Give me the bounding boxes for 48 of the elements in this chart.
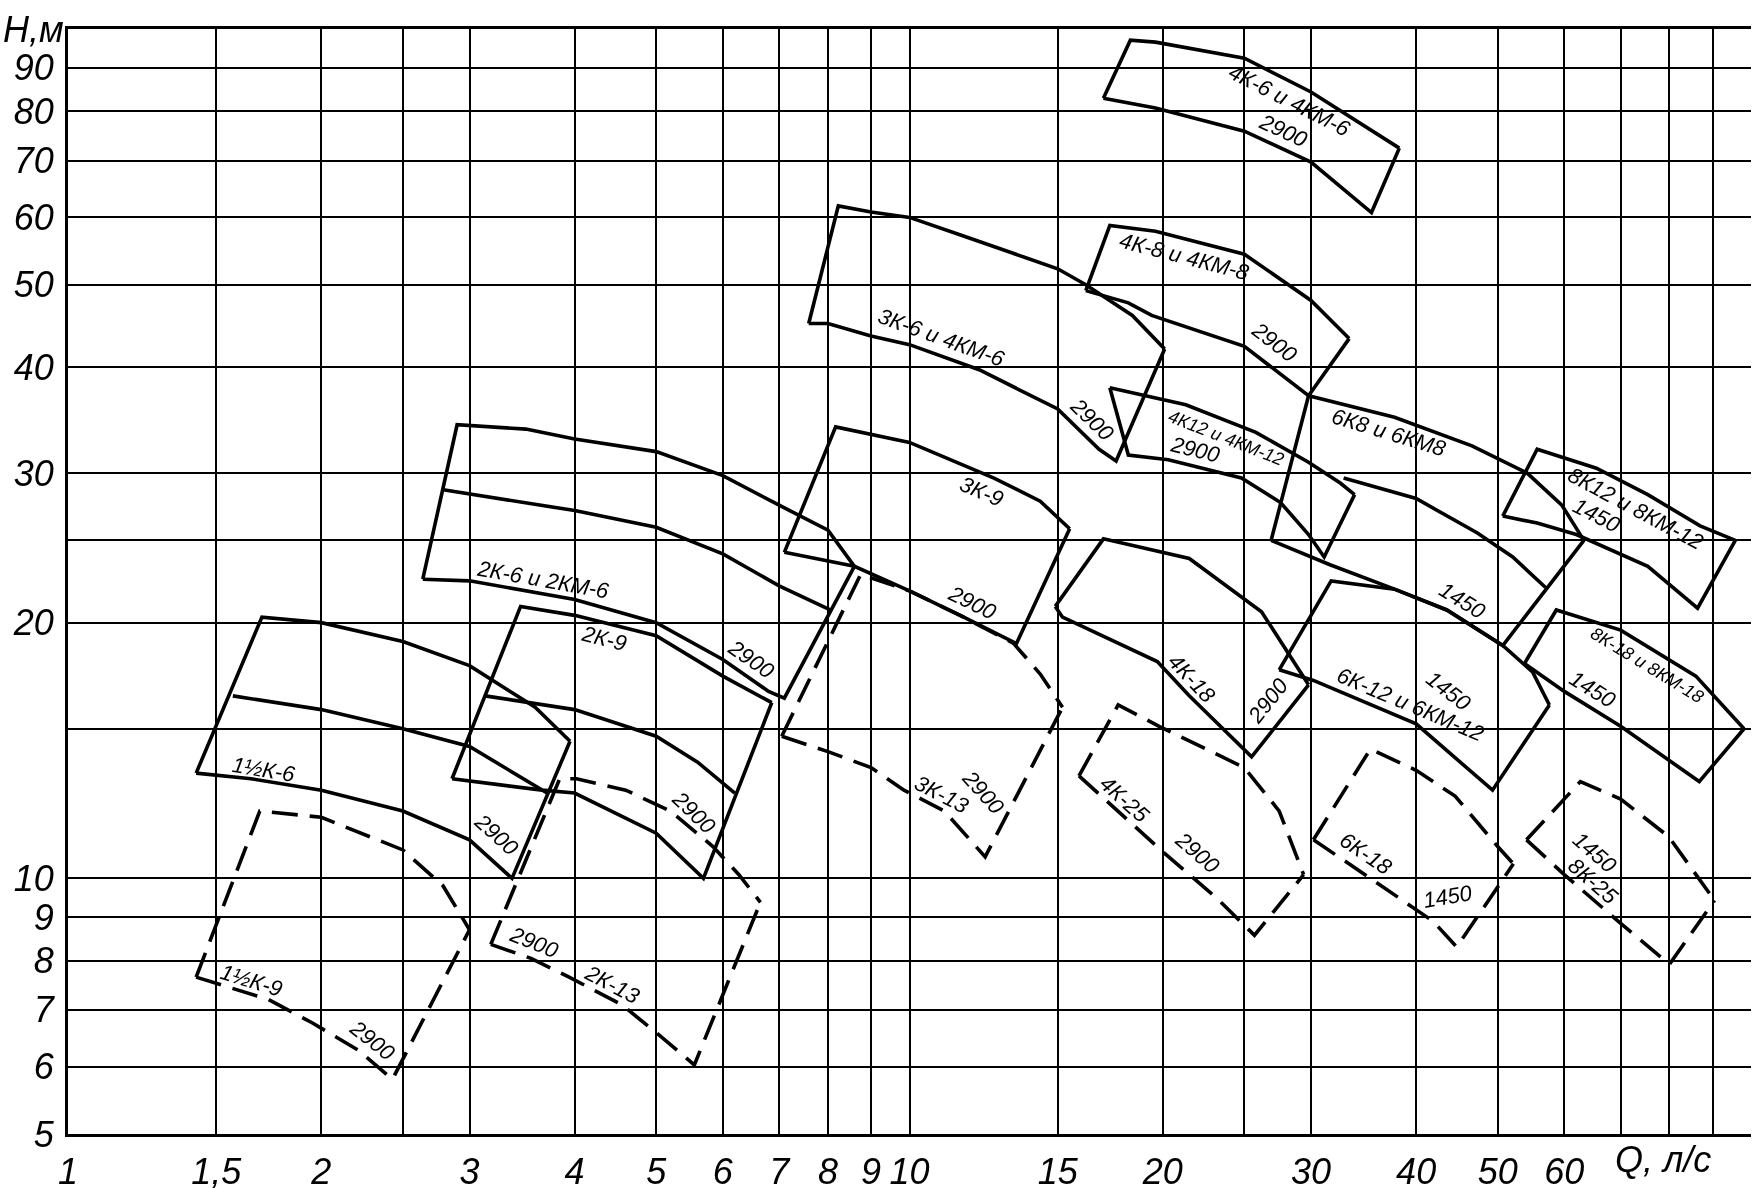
annotation: 1450 <box>1565 665 1621 714</box>
annotation: 2900 <box>506 921 563 964</box>
text: 2К-13 <box>580 959 645 1010</box>
annotation: 2900 <box>944 580 1001 626</box>
y-tick-label: 7 <box>33 989 56 1031</box>
y-tick-label: 90 <box>13 47 54 89</box>
y-tick-label: 70 <box>13 140 54 182</box>
x-tick-label: 6 <box>712 1151 734 1188</box>
text: 6К8 и 6КМ8 <box>1328 403 1450 462</box>
x-axis-title: Q, л/с <box>1615 1139 1712 1180</box>
text: 1½К-6 <box>230 752 298 787</box>
y-tick-label: 20 <box>12 602 54 644</box>
y-tick-label: 10 <box>13 857 54 899</box>
x-tick-label: 1 <box>57 1151 79 1188</box>
text: 1½К-9 <box>217 959 286 1002</box>
text: 3К-6 и 4КМ-6 <box>874 303 1009 372</box>
y-tick-label: 30 <box>13 452 54 494</box>
y-tick-label: 5 <box>33 1113 55 1155</box>
x-tick-label: 8 <box>817 1151 838 1188</box>
annotation: 1450 <box>1434 576 1491 625</box>
x-tick-label: 10 <box>889 1151 930 1188</box>
x-tick-label: 60 <box>1544 1151 1585 1188</box>
x-tick-label: 50 <box>1477 1151 1518 1188</box>
x-tick-label: 4 <box>564 1151 585 1188</box>
x-tick-label: 20 <box>1141 1151 1183 1188</box>
y-tick-label: 80 <box>13 90 54 132</box>
y-tick-label: 8 <box>33 940 54 982</box>
text: 2К-6 и 2КМ-6 <box>474 555 612 604</box>
annotation: 2900 <box>344 1014 401 1066</box>
y-tick-label: 6 <box>33 1046 55 1088</box>
y-axis-title: H,м <box>3 9 64 50</box>
x-tick-label: 9 <box>860 1151 882 1188</box>
text: 2К-9 <box>578 620 630 657</box>
y-tick-label: 60 <box>13 197 54 239</box>
annotation: 2900 <box>723 634 780 685</box>
x-tick-label: 15 <box>1037 1151 1079 1188</box>
x-tick-label: 2 <box>310 1151 332 1188</box>
x-tick-label: 30 <box>1290 1151 1332 1188</box>
x-tick-label: 7 <box>769 1151 792 1188</box>
x-tick-label: 3 <box>459 1151 480 1188</box>
annotation: 2900 <box>1246 316 1303 368</box>
annotation: 1450 <box>1421 879 1475 914</box>
text: 3К-9 <box>956 471 1008 512</box>
y-tick-label: 40 <box>13 346 54 388</box>
y-tick-label: 9 <box>33 896 54 938</box>
y-tick-label: 50 <box>13 264 54 306</box>
x-tick-label: 40 <box>1396 1151 1437 1188</box>
x-tick-label: 5 <box>646 1151 668 1188</box>
